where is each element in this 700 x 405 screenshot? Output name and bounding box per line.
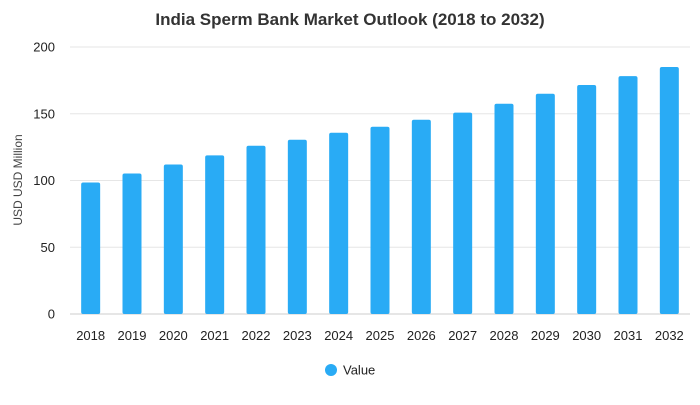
y-axis-ticks: 0 50 100 150 200 bbox=[33, 40, 55, 322]
legend-swatch-value bbox=[325, 364, 337, 376]
x-tick-label: 2020 bbox=[159, 328, 188, 343]
bar-2022[interactable] bbox=[246, 145, 266, 314]
bar-2032[interactable] bbox=[659, 67, 679, 315]
y-axis-label: USD USD Million bbox=[11, 134, 25, 225]
x-tick-label: 2029 bbox=[531, 328, 560, 343]
legend-label-value: Value bbox=[343, 363, 375, 378]
y-tick-label: 150 bbox=[33, 106, 55, 121]
x-tick-label: 2024 bbox=[324, 328, 353, 343]
x-axis-ticks: 2018 2019 2020 2021 2022 2023 2024 2025 2026 2027… bbox=[76, 328, 684, 343]
bar-2019[interactable] bbox=[122, 173, 142, 314]
x-tick-label: 2021 bbox=[200, 328, 229, 343]
bar-2018[interactable] bbox=[81, 182, 101, 314]
bar-2020[interactable] bbox=[163, 164, 183, 314]
x-tick-label: 2032 bbox=[655, 328, 684, 343]
bar-2024[interactable] bbox=[329, 132, 349, 314]
bar-2031[interactable] bbox=[618, 76, 638, 314]
bar-2023[interactable] bbox=[287, 139, 307, 314]
x-tick-label: 2022 bbox=[242, 328, 271, 343]
bar-2027[interactable] bbox=[453, 112, 473, 314]
y-tick-label: 200 bbox=[33, 40, 55, 55]
bars bbox=[81, 67, 679, 315]
bar-2025[interactable] bbox=[370, 126, 390, 315]
x-tick-label: 2025 bbox=[366, 328, 395, 343]
bar-2026[interactable] bbox=[411, 119, 431, 314]
bar-2021[interactable] bbox=[205, 155, 225, 314]
x-tick-label: 2026 bbox=[407, 328, 436, 343]
x-tick-label: 2019 bbox=[118, 328, 147, 343]
x-tick-label: 2030 bbox=[572, 328, 601, 343]
y-tick-label: 100 bbox=[33, 173, 55, 188]
y-tick-label: 50 bbox=[41, 240, 55, 255]
x-tick-label: 2028 bbox=[490, 328, 519, 343]
legend[interactable]: Value bbox=[325, 363, 375, 378]
bar-2030[interactable] bbox=[577, 85, 597, 314]
chart-title: India Sperm Bank Market Outlook (2018 to… bbox=[155, 10, 544, 29]
y-tick-label: 0 bbox=[48, 307, 55, 322]
bar-2029[interactable] bbox=[535, 93, 555, 314]
x-tick-label: 2023 bbox=[283, 328, 312, 343]
x-tick-label: 2031 bbox=[614, 328, 643, 343]
x-tick-label: 2027 bbox=[448, 328, 477, 343]
x-tick-label: 2018 bbox=[76, 328, 105, 343]
bar-2028[interactable] bbox=[494, 103, 514, 314]
